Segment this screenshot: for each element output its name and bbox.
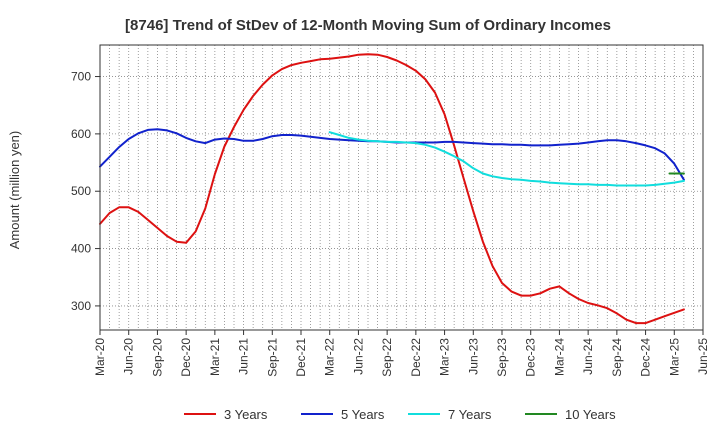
x-tick-label: Jun-23 xyxy=(466,338,480,375)
x-tick-label: Sep-21 xyxy=(265,338,279,377)
x-tick-label: Jun-24 xyxy=(581,338,595,375)
y-tick-label: 400 xyxy=(71,242,91,256)
x-tick-label: Sep-23 xyxy=(495,338,509,377)
y-tick-label: 300 xyxy=(71,299,91,313)
legend-label-7-years: 7 Years xyxy=(448,407,492,422)
x-tick-label: Sep-20 xyxy=(150,338,164,377)
x-tick-label: Mar-24 xyxy=(552,338,566,376)
chart-title: [8746] Trend of StDev of 12-Month Moving… xyxy=(125,17,611,34)
y-tick-label: 500 xyxy=(71,184,91,198)
series-line-3-years xyxy=(99,53,685,325)
legend-label-10-years: 10 Years xyxy=(565,407,616,422)
x-tick-label: Mar-23 xyxy=(438,338,452,376)
x-tick-label: Jun-21 xyxy=(237,338,251,375)
x-tick-label: Mar-20 xyxy=(93,338,107,376)
y-axis: 300 400 500 600 700 xyxy=(71,70,100,313)
x-axis: Mar-20 Jun-20 Sep-20 Dec-20 Mar-21 Jun-21 Sep-… xyxy=(93,330,710,377)
y-axis-label: Amount (million yen) xyxy=(7,131,22,250)
x-tick-label: Dec-24 xyxy=(639,338,653,377)
x-tick-label: Mar-22 xyxy=(323,338,337,376)
series-lines xyxy=(99,53,685,325)
x-tick-label: Dec-20 xyxy=(179,338,193,377)
series-line-5-years xyxy=(99,128,685,181)
plot-frame xyxy=(99,44,704,331)
legend-label-5-years: 5 Years xyxy=(341,407,385,422)
x-tick-label: Mar-21 xyxy=(208,338,222,376)
legend-label-3-years: 3 Years xyxy=(224,407,268,422)
x-tick-label: Jun-25 xyxy=(696,338,710,375)
y-tick-label: 700 xyxy=(71,70,91,84)
grid xyxy=(100,45,703,330)
y-tick-label: 600 xyxy=(71,127,91,141)
series-line-7-years xyxy=(328,131,685,187)
legend: 3 Years 5 Years 7 Years 10 Years xyxy=(184,407,616,422)
x-tick-label: Dec-23 xyxy=(524,338,538,377)
x-tick-label: Mar-25 xyxy=(667,338,681,376)
x-tick-label: Dec-21 xyxy=(294,338,308,377)
x-tick-label: Sep-24 xyxy=(610,338,624,377)
x-tick-label: Dec-22 xyxy=(409,338,423,377)
x-tick-label: Sep-22 xyxy=(380,338,394,377)
x-tick-label: Jun-20 xyxy=(122,338,136,375)
x-tick-label: Jun-22 xyxy=(351,338,365,375)
